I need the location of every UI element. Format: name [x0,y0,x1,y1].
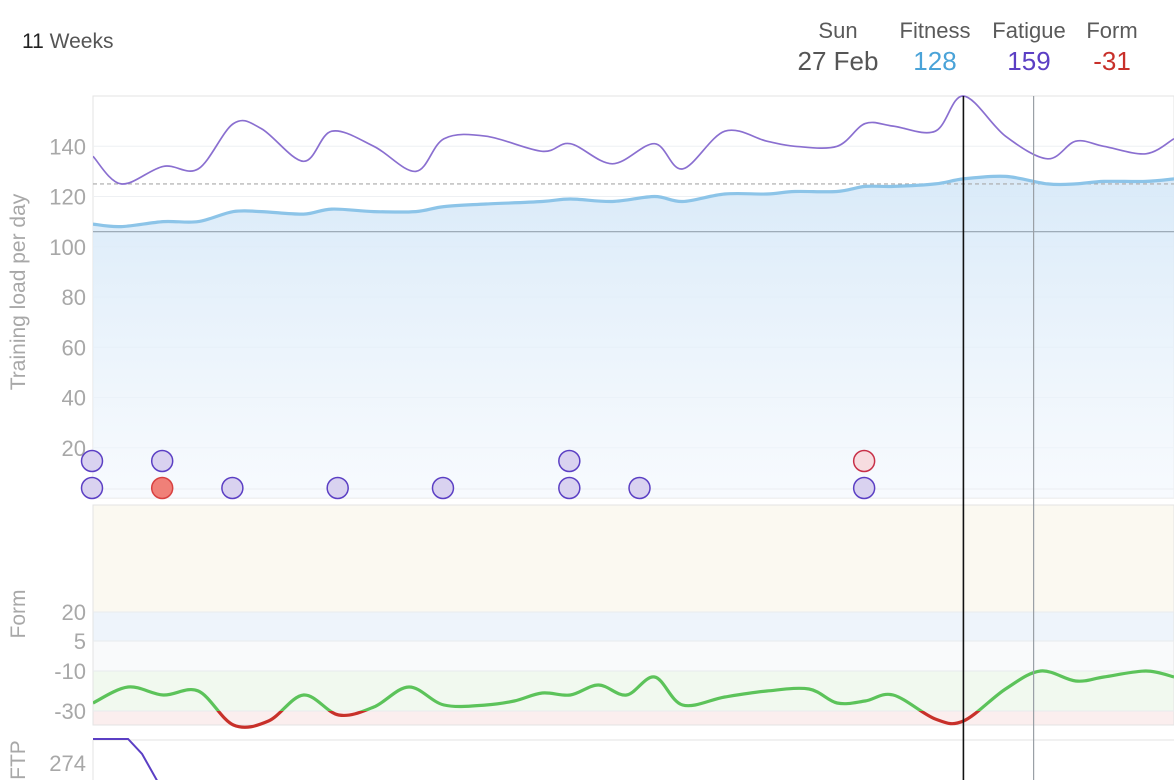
ftp-panel[interactable]: 274 FTP [7,738,1174,780]
activity-marker[interactable] [852,449,876,473]
form-zone-fresh [93,612,1174,641]
activity-marker[interactable] [150,449,174,473]
load-tick-label: 60 [62,335,86,360]
activity-marker[interactable] [628,476,651,500]
date-value: 27 Feb [797,46,879,76]
fatigue-line [93,95,1174,185]
fitness-area [93,176,1174,498]
load-tick-label: 40 [62,386,86,411]
form-line-negative [216,711,981,729]
day-name: Sun [818,18,858,43]
form-value: -31 [1093,46,1131,76]
activity-marker[interactable] [431,476,455,500]
fatigue-readout: Fatigue 159 [986,18,1072,77]
ftp-line [93,738,158,780]
form-tick-label: 5 [74,629,86,654]
date-readout: Sun 27 Feb [792,18,884,77]
load-tick-label: 100 [49,235,86,260]
fitness-label: Fitness [899,18,971,43]
activity-marker[interactable] [558,476,581,500]
fitness-value: 128 [913,46,957,76]
activity-marker[interactable] [852,476,876,500]
load-tick-label: 140 [49,134,86,159]
activity-marker[interactable] [326,476,349,500]
range-value: 11 [22,30,44,53]
load-tick-label: 120 [49,185,86,210]
range-unit: Weeks [49,30,114,53]
form-panel[interactable]: 20 5 -10 -30 Form [7,504,1174,729]
form-tick-label: 20 [62,600,86,625]
ftp-axis-title: FTP [7,740,30,780]
activity-marker[interactable] [558,449,581,473]
form-zone-high-risk [93,711,1174,725]
load-tick-label: 80 [62,285,86,310]
activity-marker[interactable] [80,449,104,473]
activity-marker[interactable] [80,476,104,500]
fitness-line [93,174,1174,229]
form-tick-label: -10 [54,659,86,684]
fitness-readout: Fitness 128 [892,18,978,77]
form-readout: Form -31 [1080,18,1144,77]
fatigue-value: 159 [1007,46,1051,76]
date-range-label[interactable]: 11 Weeks [22,30,113,54]
form-line-positive [93,669,1174,711]
activity-marker[interactable] [150,476,174,500]
fatigue-label: Fatigue [992,18,1066,43]
form-zone-transition [93,505,1174,612]
form-tick-label: -30 [54,699,86,724]
load-axis-title: Training load per day [7,193,30,390]
form-zone-grey [93,641,1174,671]
activity-marker[interactable] [221,476,244,500]
form-axis-title: Form [7,590,30,639]
form-label: Form [1086,18,1138,43]
cursor-layer [962,96,1035,780]
ftp-tick-label: 274 [49,751,86,776]
form-plot-area [92,504,1174,726]
